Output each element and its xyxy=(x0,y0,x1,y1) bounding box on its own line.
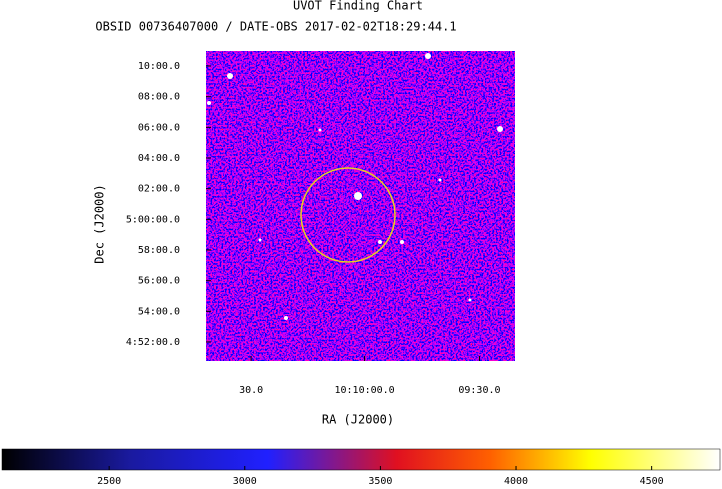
y-tick-label: 08:00.0 xyxy=(138,92,180,103)
y-tick-label: 5:00:00.0 xyxy=(126,214,180,225)
y-tick-label: 4:52:00.0 xyxy=(126,337,180,348)
subtitle: OBSID 00736407000 / DATE-OBS 2017-02-02T… xyxy=(95,20,456,34)
y-tick-label: 58:00.0 xyxy=(138,245,180,256)
y-tick-label: 02:00.0 xyxy=(138,184,180,195)
y-tick-label: 10:00.0 xyxy=(138,61,180,72)
stars xyxy=(207,53,503,320)
image-noise xyxy=(206,51,515,361)
colorbar-tick-label: 3500 xyxy=(368,476,392,487)
x-tick-label: 30.0 xyxy=(239,385,263,396)
x-tick-label: 10:10:00.0 xyxy=(334,385,394,396)
colorbar-tick-label: 2500 xyxy=(97,476,121,487)
y-tick-label: 56:00.0 xyxy=(138,276,180,287)
y-tick-label: 06:00.0 xyxy=(138,122,180,133)
source-circle xyxy=(300,167,396,263)
y-tick-label: 04:00.0 xyxy=(138,153,180,164)
title: UVOT Finding Chart xyxy=(293,0,423,13)
colorbar-tick-label: 3000 xyxy=(233,476,257,487)
colorbar xyxy=(1,448,721,471)
x-axis-label: RA (J2000) xyxy=(322,413,394,427)
y-tick-label: 54:00.0 xyxy=(138,306,180,317)
y-axis-label: Dec (J2000) xyxy=(93,184,107,263)
colorbar-tick-label: 4500 xyxy=(640,476,664,487)
x-tick-label: 09:30.0 xyxy=(458,385,500,396)
colorbar-tick-label: 4000 xyxy=(504,476,528,487)
